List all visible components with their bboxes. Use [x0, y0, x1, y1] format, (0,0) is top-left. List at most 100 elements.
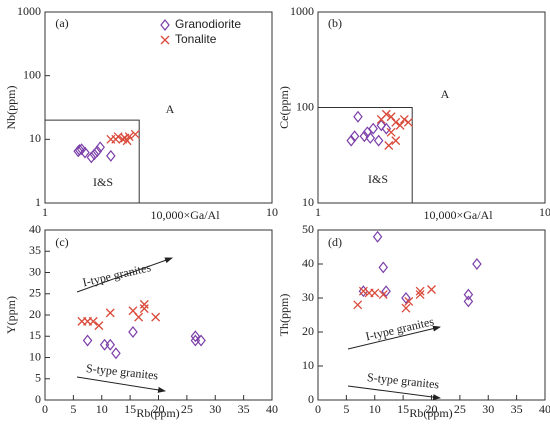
point-cross: [111, 134, 121, 144]
y-tick-label: 20: [302, 324, 314, 338]
plot-frame: [44, 11, 273, 204]
region-boundary: [45, 119, 140, 203]
y-tick-label: 20: [29, 307, 41, 321]
x-tick-label: 40: [539, 402, 550, 416]
point-cross: [370, 288, 380, 298]
point-cross: [94, 321, 104, 331]
y-tick-label: 40: [29, 222, 41, 236]
point-cross: [120, 133, 130, 143]
annotation: I&S: [93, 175, 113, 189]
point-cross: [391, 117, 401, 127]
x-tick-label: 1: [42, 205, 48, 219]
x-tick-label: 10: [266, 205, 278, 219]
y-tick-label: 15: [29, 328, 41, 342]
y-tick-label: 35: [29, 243, 41, 257]
point-diamond: [82, 334, 93, 347]
x-axis-label: Rb(ppm): [136, 406, 179, 420]
point-cross: [395, 120, 405, 130]
point-diamond: [349, 130, 360, 143]
y-tick-label: 100: [23, 67, 41, 81]
panel-label: (a): [55, 16, 68, 30]
point-diamond: [353, 110, 363, 123]
y-tick-label: 1: [35, 195, 41, 209]
point-diamond: [376, 119, 387, 132]
x-tick-label: 35: [238, 402, 250, 416]
point-cross: [404, 296, 414, 306]
point-diamond: [196, 334, 206, 347]
point-cross: [130, 129, 140, 139]
panel-label: (c): [55, 235, 68, 249]
point-diamond: [378, 261, 389, 274]
point-cross: [353, 300, 363, 310]
legend-label: Granodiorite: [175, 17, 241, 31]
x-tick-label: 30: [209, 402, 221, 416]
y-axis-label: Th(ppm): [277, 294, 291, 337]
point-cross: [381, 109, 391, 119]
point-cross: [399, 114, 409, 124]
x-tick-label: 35: [511, 402, 523, 416]
annotation: I&S: [368, 172, 388, 186]
y-tick-label: 40: [302, 256, 314, 270]
point-cross: [401, 303, 411, 313]
y-tick-label: 1000: [17, 4, 41, 18]
y-axis-label: Nb(ppm): [4, 86, 18, 130]
point-cross: [403, 117, 413, 127]
legend-swatch: [160, 19, 170, 31]
x-tick-label: 10: [369, 402, 381, 416]
point-diamond: [99, 338, 110, 351]
trend-arrow: [76, 257, 173, 293]
panel-label: (b): [328, 16, 342, 30]
point-diamond: [463, 288, 474, 301]
y-tick-label: 30: [29, 264, 41, 278]
y-tick-label: 100: [296, 99, 314, 113]
y-tick-label: 0: [308, 392, 314, 406]
x-tick-label: 5: [70, 402, 76, 416]
point-cross: [391, 136, 401, 146]
x-tick-label: 15: [397, 402, 409, 416]
point-cross: [386, 127, 396, 137]
x-tick-label: 0: [42, 402, 48, 416]
point-diamond: [111, 347, 121, 360]
point-cross: [139, 304, 149, 314]
x-tick-label: 5: [343, 402, 349, 416]
y-tick-label: 10: [29, 349, 41, 363]
region-boundary: [318, 107, 413, 203]
point-diamond: [365, 131, 376, 144]
x-tick-label: 15: [124, 402, 136, 416]
point-diamond: [190, 330, 201, 343]
y-tick-label: 30: [302, 290, 314, 304]
point-cross: [139, 299, 149, 309]
x-tick-label: 10: [96, 402, 108, 416]
point-diamond: [381, 122, 392, 135]
point-diamond: [359, 130, 370, 143]
point-cross: [105, 308, 115, 318]
x-tick-label: 25: [181, 402, 193, 416]
legend-swatch: [160, 35, 170, 45]
trend-arrow: [347, 325, 441, 350]
legend-label: Tonalite: [175, 32, 217, 46]
y-tick-label: 5: [35, 371, 41, 385]
y-axis-label: Y(ppm): [4, 296, 18, 334]
point-cross: [378, 290, 388, 300]
point-diamond: [105, 338, 116, 351]
x-tick-label: 0: [315, 402, 321, 416]
point-cross: [134, 312, 144, 322]
x-tick-label: 20: [153, 402, 165, 416]
y-tick-label: 10: [302, 358, 314, 372]
point-diamond: [92, 145, 103, 158]
trend-arrow: [347, 385, 441, 401]
point-diamond: [346, 134, 356, 147]
x-tick-label: 40: [266, 402, 278, 416]
trend-arrow: [76, 376, 166, 393]
x-axis-label: 10,000×Ga/Al: [423, 208, 493, 222]
x-tick-label: 30: [482, 402, 494, 416]
annotation: S-type granites: [85, 361, 159, 383]
y-tick-label: 50: [302, 222, 314, 236]
x-tick-label: 10: [539, 205, 550, 219]
point-cross: [427, 285, 436, 294]
point-cross: [358, 286, 368, 296]
x-tick-label: 25: [454, 402, 466, 416]
point-diamond: [381, 285, 391, 298]
x-axis-label: Rb(ppm): [409, 406, 452, 420]
